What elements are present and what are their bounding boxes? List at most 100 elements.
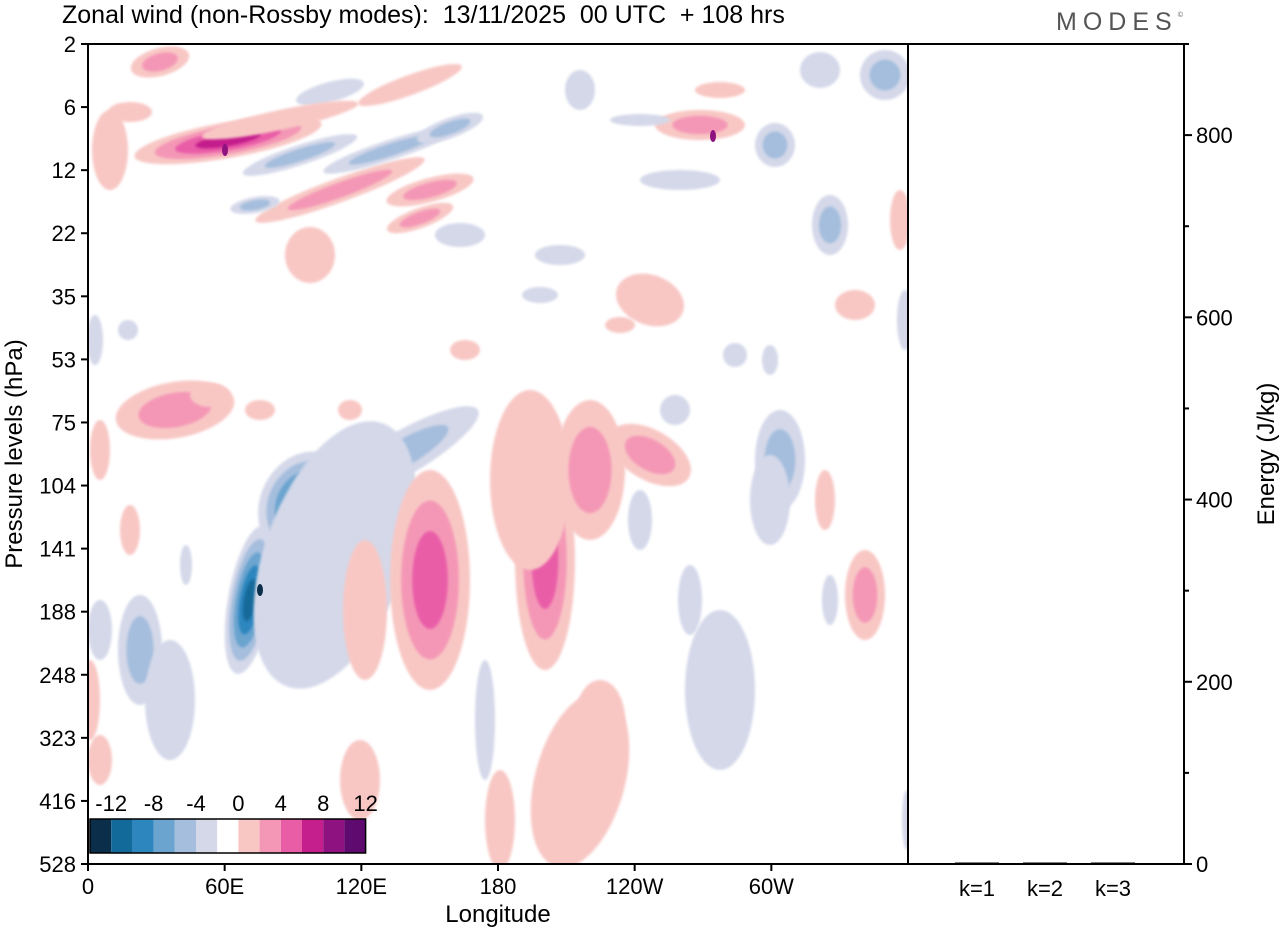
energy-bar-label: k=3 [1095, 876, 1131, 901]
negative-contour-66-0 [88, 315, 103, 365]
negative-contour-22-1 [869, 59, 901, 91]
positive-contour-29-0 [835, 290, 875, 320]
negative-contour-14-0 [535, 245, 585, 265]
y-tick-label: 2 [64, 32, 76, 57]
colorbar-swatch [111, 819, 133, 853]
negative-contour-19-0 [640, 170, 720, 190]
x-tick-label: 180 [480, 874, 517, 899]
colorbar-label: -4 [186, 791, 206, 816]
negative-contour-52-0 [475, 660, 495, 780]
energy-axis: 0 200 400 600 800 [1184, 43, 1233, 877]
positive-contour-9-0 [358, 63, 462, 107]
negative-contour-21-1 [818, 206, 842, 244]
energy-tick-label: 800 [1196, 123, 1233, 148]
contour-field [88, 46, 908, 864]
negative-contour-65-0 [762, 345, 778, 375]
negative-contour-55-0 [685, 610, 755, 770]
x-tick-label: 60E [205, 874, 244, 899]
positive-contour-1-1 [142, 52, 178, 72]
negative-contour-23-0 [800, 52, 840, 88]
negative-contour-25-0 [565, 70, 595, 110]
positive-contour-50-1 [624, 435, 676, 475]
logo-text: MODES [1056, 8, 1178, 36]
positive-contour-42-0 [90, 420, 110, 480]
negative-contour-67-0 [118, 320, 138, 340]
negative-contour-26-0 [610, 114, 670, 126]
y-tick-label: 141 [39, 537, 76, 562]
y-tick-label: 75 [52, 410, 76, 435]
energy-tick-label: 600 [1196, 305, 1233, 330]
positive-contour-48-0 [490, 390, 570, 570]
y-tick-label: 188 [39, 600, 76, 625]
negative-contour-60-0 [628, 490, 652, 550]
y-tick-label: 6 [64, 95, 76, 120]
energy-tick-label: 0 [1196, 852, 1208, 877]
negative-contour-7-1 [429, 118, 471, 138]
positive-contour-70-0 [88, 735, 112, 785]
positive-contour-17-0 [605, 317, 635, 333]
energy-tick-label: 400 [1196, 488, 1233, 513]
negative-contour-8-0 [296, 78, 364, 106]
y-tick-label: 248 [39, 663, 76, 688]
chart-title: Zonal wind (non-Rossby modes): 13/11/202… [62, 1, 785, 29]
positive-contour-27-0 [890, 190, 908, 250]
x-tick-label: 120W [606, 874, 664, 899]
positive-contour-43-0 [120, 505, 140, 555]
negative-contour-63-0 [660, 395, 690, 425]
negative-contour-5-1 [264, 142, 336, 168]
positive-contour-31-0 [245, 400, 275, 420]
colorbar-swatch [153, 819, 175, 853]
energy-bars: k=1 k=2 k=3 [955, 862, 1135, 901]
colorbar-swatch [323, 819, 345, 853]
negative-contour-64-0 [723, 343, 747, 367]
colorbar: -12 -8 -4 0 4 8 12 [89, 791, 378, 854]
negative-contour-41-0 [88, 600, 112, 660]
y-tick-label: 416 [39, 789, 76, 814]
core-dot-1 [257, 584, 263, 596]
positive-contour-18-1 [672, 115, 728, 135]
positive-contour-11-0 [92, 110, 128, 190]
positive-contour-58-1 [852, 567, 878, 623]
colorbar-swatch [196, 819, 218, 853]
colorbar-label: -12 [95, 791, 127, 816]
positive-contour-49-1 [568, 426, 612, 514]
energy-bar-k=2 [1023, 862, 1067, 864]
colorbar-swatch [344, 819, 366, 853]
colorbar-swatch [302, 819, 324, 853]
colorbar-swatch [132, 819, 154, 853]
x-tick-label: 120E [336, 874, 387, 899]
positive-contour-69-0 [88, 660, 100, 740]
x-axis-title: Longitude [445, 901, 550, 928]
x-tick-label: 60W [749, 874, 794, 899]
negative-contour-28-0 [897, 290, 908, 350]
colorbar-swatch [90, 819, 112, 853]
energy-axis-title: Energy (J/kg) [1253, 383, 1280, 526]
y-tick-label: 104 [39, 474, 76, 499]
negative-contour-61-0 [678, 565, 702, 635]
energy-bar-label: k=2 [1027, 876, 1063, 901]
colorbar-label: -8 [144, 791, 164, 816]
negative-contour-40-0 [145, 640, 195, 760]
y-tick-label: 35 [52, 284, 76, 309]
colorbar-swatch [238, 819, 260, 853]
negative-contour-68-0 [180, 545, 192, 585]
energy-tick-label: 200 [1196, 670, 1233, 695]
energy-panel-frame [907, 43, 1185, 865]
colorbar-swatch [217, 819, 239, 853]
negative-contour-57-0 [750, 455, 790, 545]
negative-contour-20-1 [762, 131, 788, 159]
negative-contour-39-1 [126, 616, 154, 684]
core-dot-0 [222, 144, 228, 156]
positive-contour-45-0 [343, 540, 387, 680]
negative-contour-72-1 [239, 199, 271, 211]
y-tick-label: 323 [39, 726, 76, 751]
positive-contour-24-0 [695, 82, 745, 98]
y-tick-label: 22 [52, 221, 76, 246]
y-tick-label: 53 [52, 347, 76, 372]
x-axis: 0 60E 120E 180 120W 60W [82, 864, 794, 899]
negative-contour-35-4 [242, 578, 258, 622]
colorbar-swatch [174, 819, 196, 853]
colorbar-frame [89, 818, 367, 854]
positive-contour-4-1 [403, 179, 457, 201]
